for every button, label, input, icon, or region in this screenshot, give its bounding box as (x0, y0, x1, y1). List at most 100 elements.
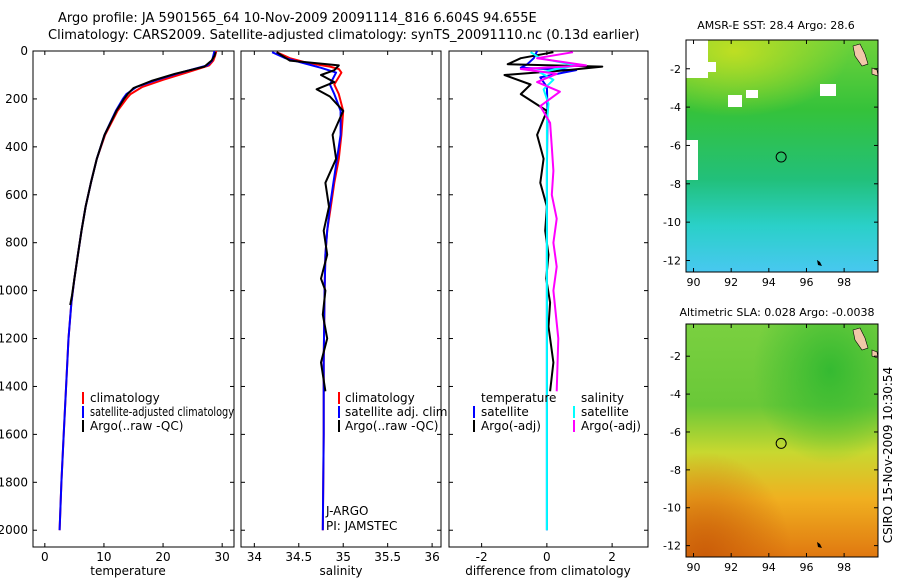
y-tick-label: 1400 (0, 379, 28, 393)
x-tick-label: 90 (687, 276, 701, 289)
y-tick-label: 2000 (0, 523, 28, 537)
y-tick-label: -8 (670, 178, 681, 191)
x-tick-label: 35.5 (374, 550, 401, 564)
difference-ticks: -2 0 2 (449, 50, 648, 564)
legend-heading-temperature: temperature (481, 391, 556, 405)
x-tick-label: 34.5 (285, 550, 312, 564)
difference-panel: -2 0 2 difference from climatology tempera… (448, 50, 649, 578)
sla-island-land (817, 542, 822, 548)
y-tick-label: -12 (663, 254, 681, 267)
sst-missing-data (820, 84, 836, 96)
x-tick-label: 94 (762, 561, 776, 574)
sst-map-panel: AMSR-E SST: 28.4 Argo: 28.6 90 92 94 96 98 -2… (663, 19, 879, 289)
sla-field (686, 324, 879, 557)
sst-missing-data (728, 95, 742, 107)
temperature-ticks: 0 10 20 30 0 200 400 600 800 1000 1200 1400 1600 1800… (0, 44, 234, 564)
salinity-ticks: 34 34.5 35 35.5 36 (241, 50, 441, 564)
temperature-panel: 0 10 20 30 0 200 400 600 800 1000 1200 1400 1600 1800… (0, 44, 235, 578)
sst-field-warm-patch (686, 40, 878, 150)
sla-field-orange-patch (686, 324, 878, 557)
x-tick-label: 0 (543, 550, 551, 564)
sla-island-land (852, 327, 869, 351)
difference-series (503, 51, 604, 531)
x-tick-label: 2 (608, 550, 616, 564)
sla-argo-location-marker (775, 437, 787, 449)
figure-title-line2: Climatology: CARS2009. Satellite-adjuste… (48, 28, 640, 43)
legend-label-temp-satellite: satellite (481, 405, 529, 419)
annotation-pi: PI: JAMSTEC (326, 519, 397, 533)
y-tick-label: 0 (20, 44, 28, 58)
y-tick-label: 1200 (0, 332, 28, 346)
legend-label-satellite-adjusted: satellite-adjusted climatology (90, 405, 234, 419)
y-tick-label: -2 (670, 63, 681, 76)
series-line-argo-raw-qc- (276, 51, 345, 392)
x-tick-label: 35 (336, 550, 351, 564)
legend-label-satellite-adj: satellite adj. clim. (345, 405, 451, 419)
x-tick-label: 0 (41, 550, 49, 564)
x-tick-label: 90 (687, 561, 701, 574)
y-tick-label: -6 (670, 139, 681, 152)
series-line-salinity-argo-adj- (519, 51, 587, 392)
sst-map-ticks: 90 92 94 96 98 -2 -4 -6 -8 -10 -12 (663, 40, 878, 289)
sst-missing-data (746, 90, 758, 98)
sla-map-ticks: 90 92 94 96 98 -2 -4 -6 -8 -10 -12 (663, 324, 878, 574)
y-tick-label: -6 (670, 426, 681, 439)
sla-map-frame (685, 323, 879, 558)
difference-axes-box (448, 50, 649, 548)
y-tick-label: 1000 (0, 284, 28, 298)
legend-label-argo: Argo(..raw -QC) (345, 419, 438, 433)
sst-missing-data (686, 140, 698, 180)
x-tick-label: 36 (424, 550, 439, 564)
sst-field (686, 40, 879, 272)
y-tick-label: -2 (670, 350, 681, 363)
x-tick-label: 96 (799, 276, 813, 289)
x-tick-label: 92 (724, 561, 738, 574)
y-tick-label: -4 (670, 101, 681, 114)
sst-argo-location-marker (775, 151, 787, 163)
sla-map-panel: Altimetric SLA: 0.028 Argo: -0.0038 90 92… (663, 306, 879, 574)
salinity-panel: 34 34.5 35 35.5 36 salinity climatology sate… (240, 50, 451, 578)
legend-label-climatology: climatology (345, 391, 415, 405)
y-tick-label: -10 (663, 502, 681, 515)
sla-map-title: Altimetric SLA: 0.028 Argo: -0.0038 (680, 306, 875, 319)
legend-label-sal-argo: Argo(-adj) (581, 419, 641, 433)
sst-missing-data (686, 40, 708, 78)
x-tick-label: 20 (155, 550, 170, 564)
salinity-series (271, 51, 345, 531)
y-tick-label: -4 (670, 388, 681, 401)
legend-label-sal-satellite: satellite (581, 405, 629, 419)
series-line-argo-raw-qc- (69, 51, 217, 306)
y-tick-label: -12 (663, 540, 681, 553)
salinity-legend: climatology satellite adj. clim. Argo(..… (338, 391, 451, 433)
y-tick-label: -8 (670, 464, 681, 477)
x-tick-label: 96 (799, 561, 813, 574)
x-tick-label: 92 (724, 276, 738, 289)
y-tick-label: 600 (5, 188, 28, 202)
legend-label-climatology: climatology (90, 391, 160, 405)
series-line-temperature-argo-adj- (503, 51, 604, 392)
sst-island-land (817, 260, 822, 266)
y-tick-label: 1800 (0, 475, 28, 489)
x-tick-label: 30 (215, 550, 230, 564)
annotation-program: J-ARGO (325, 504, 368, 518)
sst-map-frame (685, 39, 879, 273)
figure-title-line1: Argo profile: JA 5901565_64 10-Nov-2009 … (58, 11, 537, 26)
temperature-legend: climatology satellite-adjusted climatolo… (82, 391, 234, 433)
salinity-xlabel: salinity (319, 564, 362, 578)
credit-timestamp: CSIRO 15-Nov-2009 10:30:54 (881, 366, 895, 544)
y-tick-label: 400 (5, 140, 28, 154)
y-tick-label: 200 (5, 92, 28, 106)
y-tick-label: 1600 (0, 427, 28, 441)
sst-missing-data (702, 62, 716, 72)
sst-map-title: AMSR-E SST: 28.4 Argo: 28.6 (697, 19, 855, 32)
y-tick-label: -10 (663, 216, 681, 229)
legend-label-argo: Argo(..raw -QC) (90, 419, 183, 433)
x-tick-label: 10 (96, 550, 111, 564)
x-tick-label: -2 (476, 550, 488, 564)
legend-label-temp-argo: Argo(-adj) (481, 419, 541, 433)
sst-island-land (852, 43, 869, 67)
difference-legend: temperature satellite Argo(-adj) salinit… (473, 391, 641, 433)
x-tick-label: 98 (837, 561, 851, 574)
temperature-series (58, 51, 218, 531)
